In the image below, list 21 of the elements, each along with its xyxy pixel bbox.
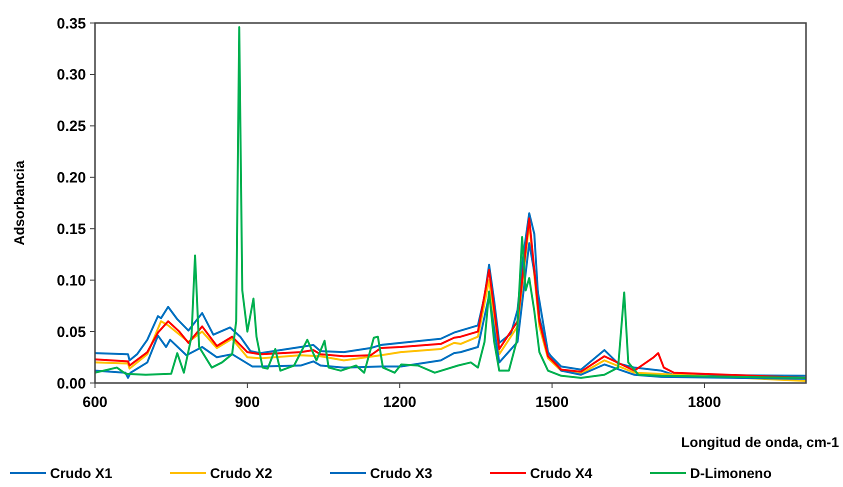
legend-label: Crudo X2 [210,464,272,481]
x-tick-label: 1500 [535,394,569,411]
x-tick-label: 1200 [383,394,416,411]
x-tick-label: 1800 [688,394,722,411]
y-tick-label: 0.30 [56,66,86,84]
legend-label: Crudo X3 [370,464,432,481]
y-tick-label: 0.15 [56,220,86,238]
legend-label: D-Limoneno [690,464,772,481]
y-tick-label: 0.10 [56,272,86,290]
x-tick-label: 900 [234,394,260,411]
y-tick-label: 0.00 [56,375,86,392]
x-tick-label: 600 [82,394,108,411]
y-tick-label: 0.05 [56,324,86,341]
line-series [95,26,806,379]
legend-label: Crudo X4 [530,464,592,481]
x-axis-title: Longitud de onda, cm-1 [681,434,840,450]
y-tick-label: 0.25 [56,118,86,136]
legend-label: Crudo X1 [50,464,112,481]
y-tick-label: 0.35 [56,15,86,32]
y-tick-label: 0.20 [56,170,86,187]
y-axis-title: Adsorbancia [11,160,27,246]
